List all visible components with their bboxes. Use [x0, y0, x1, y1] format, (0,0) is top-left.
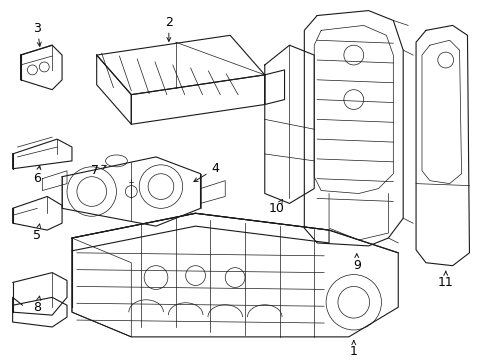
Text: 7: 7 — [91, 164, 98, 177]
Text: 6: 6 — [33, 172, 41, 185]
Text: 4: 4 — [211, 162, 219, 175]
Text: 5: 5 — [33, 229, 41, 242]
Text: 10: 10 — [269, 202, 285, 215]
Text: 3: 3 — [33, 22, 41, 35]
Text: 11: 11 — [438, 276, 454, 289]
Text: 2: 2 — [165, 16, 173, 29]
Text: 8: 8 — [33, 301, 41, 314]
Text: 1: 1 — [350, 345, 358, 358]
Text: 9: 9 — [353, 259, 361, 272]
